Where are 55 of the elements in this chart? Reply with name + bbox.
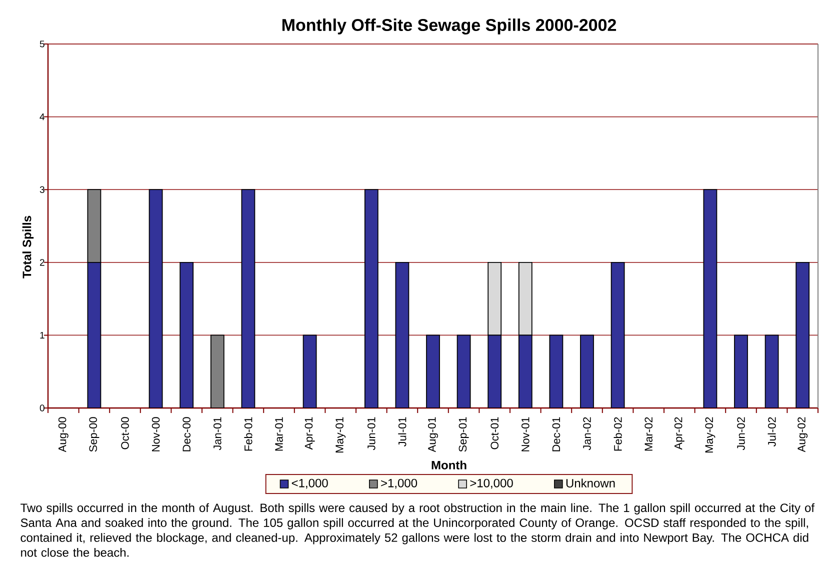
bar bbox=[734, 334, 748, 408]
bar bbox=[456, 334, 471, 408]
x-tick-label: Jan-02 bbox=[583, 417, 591, 450]
bar bbox=[549, 334, 564, 408]
chart-title: Monthly Off-Site Sewage Spills 2000-2002 bbox=[282, 18, 616, 34]
x-tick-label: Dec-00 bbox=[182, 417, 190, 452]
y-tick-label: 3 bbox=[40, 186, 44, 193]
x-tick-label: Jul-02 bbox=[768, 417, 776, 447]
x-axis-title: Month bbox=[432, 460, 466, 470]
x-tick-label: Sep-00 bbox=[89, 417, 100, 452]
y-axis-title: Total Spills bbox=[22, 216, 34, 278]
bar bbox=[703, 189, 718, 408]
x-tick-label: Aug-00 bbox=[58, 417, 68, 452]
y-tick-label: 2 bbox=[40, 259, 44, 266]
bar bbox=[180, 262, 194, 408]
x-tick-label: Apr-01 bbox=[304, 417, 315, 450]
bar bbox=[610, 262, 625, 408]
y-tick-label: 0 bbox=[40, 404, 44, 412]
bar bbox=[302, 334, 317, 408]
x-tick-label: Mar-01 bbox=[275, 417, 283, 451]
x-tick-label: May-01 bbox=[336, 417, 346, 452]
x-tick-label: Oct-01 bbox=[490, 417, 498, 450]
x-tick-label: Jul-01 bbox=[398, 417, 406, 447]
x-tick-label: Aug-01 bbox=[428, 417, 438, 452]
x-tick-label: Nov-01 bbox=[522, 417, 530, 452]
legend-label: >1,000 bbox=[381, 478, 418, 489]
x-tick-label: Mar-02 bbox=[644, 417, 652, 451]
x-tick-label: Apr-02 bbox=[674, 417, 684, 450]
x-tick-label: Oct-00 bbox=[121, 417, 129, 450]
y-tick-label: 1 bbox=[40, 332, 44, 338]
bar bbox=[796, 262, 810, 408]
x-tick-label: Aug-02 bbox=[798, 417, 808, 452]
x-tick-label: Feb-02 bbox=[614, 417, 622, 451]
bar bbox=[148, 189, 163, 408]
x-tick-label: May-02 bbox=[705, 417, 716, 452]
bar bbox=[241, 189, 256, 408]
bar bbox=[364, 189, 378, 408]
bar bbox=[580, 334, 594, 408]
y-tick-label: 5 bbox=[40, 40, 44, 48]
x-tick-label: Feb-01 bbox=[244, 417, 252, 451]
y-tick-label: 4 bbox=[40, 114, 45, 120]
x-tick-label: Dec-01 bbox=[552, 417, 560, 452]
legend-label: <1,000 bbox=[292, 478, 328, 489]
bar bbox=[395, 262, 410, 408]
bar bbox=[764, 334, 779, 408]
text: Two spills occurred in the month of August. Both spills were caused by a root obstruction in the main line. The 1 gallon spill occurred at the City of Santa Ana and soaked into the ground. The 105 gallon spill occurred at the Unincorporated County of Orange. OCSD staff responded to the spill, contained it, relieved the blockage, and cleaned-up. Approximately 52 gallons were lost to the storm drain and into Newport Bay. The OCHCA did not close the beach. bbox=[20, 503, 815, 557]
legend-label: Unknown bbox=[566, 478, 615, 488]
x-tick-label: Jun-01 bbox=[368, 417, 376, 450]
x-tick-label: Nov-00 bbox=[152, 417, 160, 452]
x-tick-label: Jan-01 bbox=[214, 417, 222, 450]
legend-label: >10,000 bbox=[470, 478, 513, 489]
x-tick-label: Sep-01 bbox=[458, 417, 469, 452]
bar bbox=[426, 334, 440, 408]
x-tick-label: Jun-02 bbox=[737, 417, 745, 450]
bar bbox=[210, 334, 224, 408]
